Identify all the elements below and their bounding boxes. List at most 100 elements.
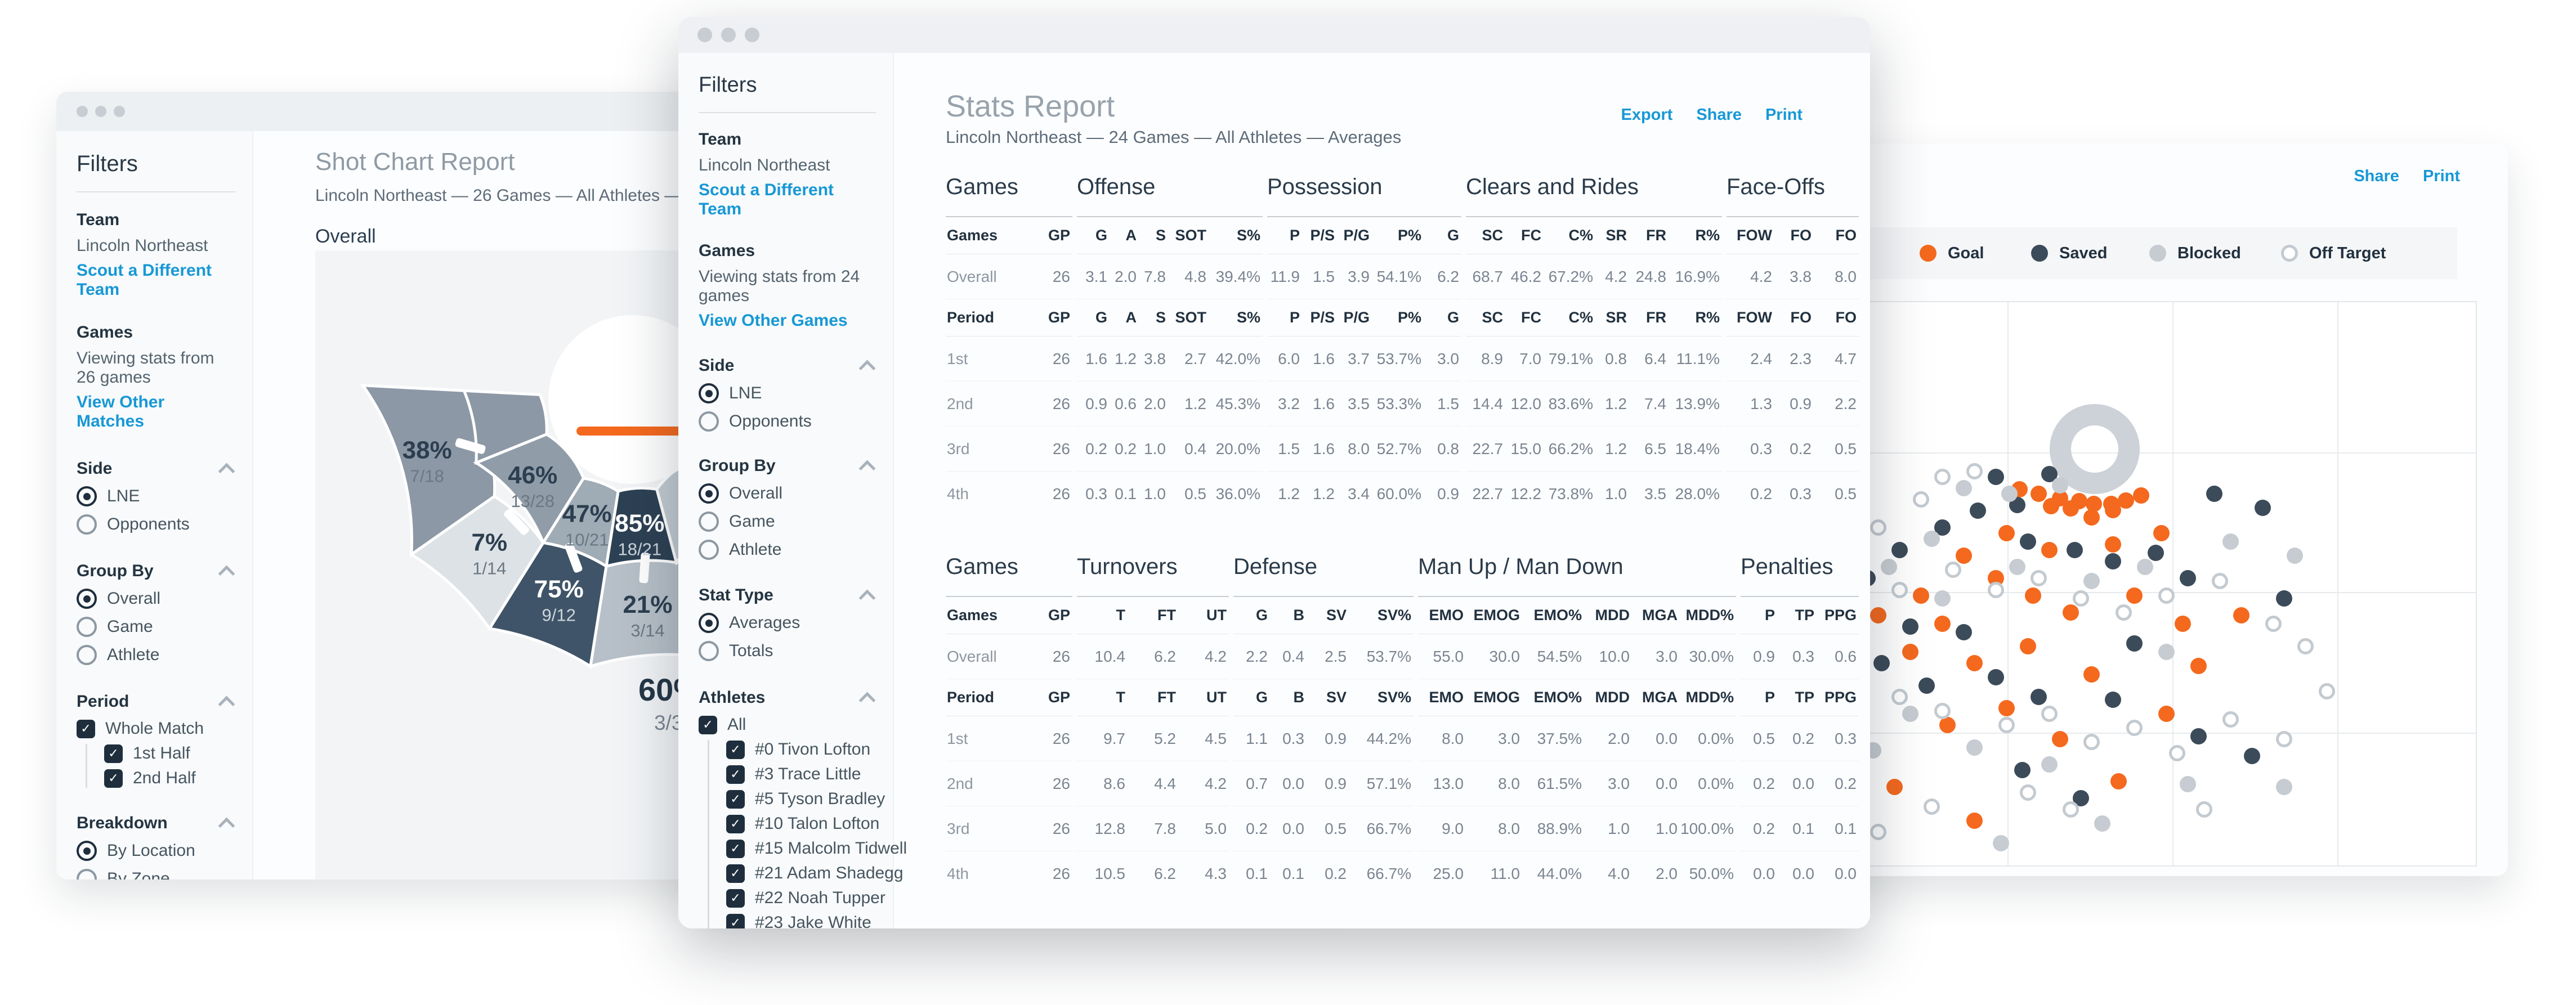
radio-icon[interactable] xyxy=(77,617,97,637)
table-cell: EMO% xyxy=(1533,689,1582,706)
table-cell: 0.5 xyxy=(1753,729,1775,747)
table-cell: S xyxy=(1155,309,1166,326)
chevron-up-icon[interactable] xyxy=(859,693,876,702)
radio-icon[interactable] xyxy=(77,645,97,665)
checkbox-option[interactable]: ✓ 1st Half xyxy=(104,744,235,763)
radio-option[interactable]: LNE xyxy=(699,383,876,403)
table-cell: 0.2 xyxy=(1753,819,1775,837)
share-link[interactable]: Share xyxy=(2354,167,2399,185)
radio-option[interactable]: Overall xyxy=(699,483,876,504)
checkbox-icon[interactable]: ✓ xyxy=(77,719,95,738)
chevron-up-icon[interactable] xyxy=(218,464,235,473)
column-group: P TP PPG xyxy=(1741,597,1859,634)
radio-option[interactable]: LNE xyxy=(77,486,235,506)
radio-icon[interactable] xyxy=(699,512,719,532)
share-link[interactable]: Share xyxy=(1696,106,1742,124)
table-cell: MDD% xyxy=(1685,607,1734,623)
chevron-up-icon[interactable] xyxy=(218,567,235,576)
checkbox-icon[interactable]: ✓ xyxy=(726,789,745,809)
table-cell: 10.5 xyxy=(1094,865,1126,882)
radio-option[interactable]: Averages xyxy=(699,613,876,633)
checkbox-icon[interactable]: ✓ xyxy=(104,769,123,788)
checkbox-icon[interactable]: ✓ xyxy=(726,889,745,908)
chevron-up-icon[interactable] xyxy=(859,361,876,370)
table-cell: 0.0 xyxy=(1656,774,1678,792)
print-link[interactable]: Print xyxy=(2422,167,2460,185)
checkbox-option[interactable]: ✓ #15 Malcolm Tidwell xyxy=(726,839,907,858)
shot-dot xyxy=(2062,604,2079,621)
radio-icon[interactable] xyxy=(699,483,719,504)
radio-option[interactable]: Game xyxy=(77,617,235,637)
chevron-up-icon[interactable] xyxy=(859,591,876,600)
table-cell: 3.1 xyxy=(1085,267,1107,285)
table-cell: 0.6 xyxy=(1115,394,1137,412)
checkbox-icon[interactable]: ✓ xyxy=(104,744,123,763)
table-row: 2nd 26 8.6 4.4 4.2 0.7 0.0 0.9 57.1% 13.0 8.0 61.5%… xyxy=(946,761,1859,806)
radio-icon[interactable] xyxy=(77,514,97,535)
checkbox-icon[interactable]: ✓ xyxy=(726,864,745,883)
option-label: Whole Match xyxy=(105,719,204,738)
radio-icon[interactable] xyxy=(77,486,97,506)
checkbox-option[interactable]: ✓ Whole Match xyxy=(77,719,235,738)
table-cell: 0.8 xyxy=(1605,349,1627,367)
shot-dot xyxy=(1955,623,1972,640)
checkbox-icon[interactable]: ✓ xyxy=(726,765,745,784)
shot-dot xyxy=(2105,691,2122,708)
radio-option[interactable]: Totals xyxy=(699,641,876,661)
scout-different-team-link[interactable]: Scout a Different Team xyxy=(699,181,834,218)
table-cell: 0.9 xyxy=(1085,394,1107,412)
shot-dot xyxy=(2043,498,2060,515)
checkbox-option[interactable]: ✓ #21 Adam Shadegg xyxy=(726,864,904,883)
chevron-up-icon[interactable] xyxy=(859,461,876,470)
goal-area-circle xyxy=(548,315,717,484)
radio-icon[interactable] xyxy=(699,613,719,633)
view-other-games-link[interactable]: View Other Games xyxy=(699,311,848,330)
radio-icon[interactable] xyxy=(699,383,719,403)
checkbox-icon[interactable]: ✓ xyxy=(726,814,745,833)
radio-option[interactable]: Athlete xyxy=(699,540,876,560)
radio-option[interactable]: By Location xyxy=(77,841,235,861)
radio-option[interactable]: Game xyxy=(699,512,876,532)
shot-dot xyxy=(1891,688,1908,705)
export-link[interactable]: Export xyxy=(1621,106,1673,124)
radio-option[interactable]: Overall xyxy=(77,589,235,609)
legend-item-blocked: Blocked xyxy=(2149,244,2241,263)
checkbox-icon[interactable]: ✓ xyxy=(699,715,717,734)
view-other-matches-link[interactable]: View Other Matches xyxy=(77,393,165,430)
radio-option[interactable]: Opponents xyxy=(77,514,235,535)
checkbox-option[interactable]: ✓ #5 Tyson Bradley xyxy=(726,789,885,809)
checkbox-icon[interactable]: ✓ xyxy=(726,740,745,759)
radio-option[interactable]: Athlete xyxy=(77,645,235,665)
checkbox-option[interactable]: ✓ #3 Trace Little xyxy=(726,765,876,784)
table-cell: 15.0 xyxy=(1510,439,1542,457)
column-group: G B SV SV% xyxy=(1233,597,1414,634)
radio-icon[interactable] xyxy=(77,869,97,880)
radio-icon[interactable] xyxy=(699,411,719,432)
checkbox-option[interactable]: ✓ #0 Tivon Lofton xyxy=(726,740,876,759)
checkbox-icon[interactable]: ✓ xyxy=(726,913,745,928)
table-cell: 1.2 xyxy=(1313,485,1335,503)
table-cell: SV% xyxy=(1377,607,1411,623)
checkbox-option[interactable]: ✓ All xyxy=(699,715,876,734)
column-group: 3.2 1.6 3.5 53.3% 1.5 xyxy=(1267,382,1461,427)
checkbox-option[interactable]: ✓ #22 Noah Tupper xyxy=(726,889,886,908)
radio-icon[interactable] xyxy=(77,589,97,609)
checkbox-option[interactable]: ✓ #23 Jake White xyxy=(726,913,876,928)
scout-different-team-link[interactable]: Scout a Different Team xyxy=(77,261,212,299)
checkbox-option[interactable]: ✓ #10 Talon Lofton xyxy=(726,814,879,833)
chevron-up-icon[interactable] xyxy=(218,697,235,706)
radio-option[interactable]: Opponents xyxy=(699,411,876,432)
table-cell: 50.0% xyxy=(1689,865,1734,882)
window-dot-icon xyxy=(697,28,712,42)
table-cell: P/G xyxy=(1343,227,1370,244)
shot-dot xyxy=(2110,773,2127,789)
checkbox-option[interactable]: ✓ 2nd Half xyxy=(104,769,235,788)
radio-icon[interactable] xyxy=(699,540,719,560)
checkbox-icon[interactable]: ✓ xyxy=(726,839,745,858)
print-link[interactable]: Print xyxy=(1765,106,1803,124)
chevron-up-icon[interactable] xyxy=(218,819,235,828)
radio-icon[interactable] xyxy=(77,841,97,861)
radio-option[interactable]: By Zone xyxy=(77,869,235,880)
column-group: 3.1 2.0 7.8 4.8 39.4% xyxy=(1077,254,1263,299)
radio-icon[interactable] xyxy=(699,641,719,661)
